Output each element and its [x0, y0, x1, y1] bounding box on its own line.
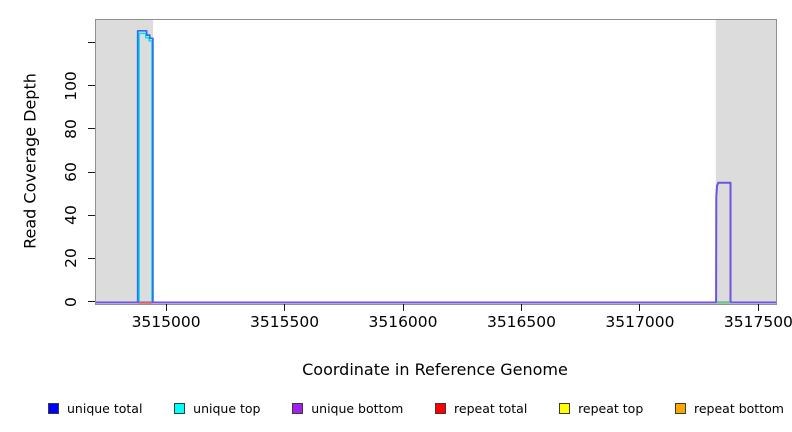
y-tick-label: 100 — [62, 71, 80, 101]
legend-item-repeat-top: repeat top — [559, 401, 643, 416]
y-axis-title: Read Coverage Depth — [20, 73, 40, 249]
x-tick-label: 3517500 — [723, 313, 792, 331]
legend-swatch-icon — [292, 402, 304, 414]
left-shaded-region — [96, 20, 154, 304]
y-tick-label: 40 — [62, 205, 80, 226]
coverage-plot-canvas — [96, 20, 776, 304]
y-tick-label: 20 — [62, 248, 80, 269]
legend-label: repeat top — [578, 400, 644, 416]
y-tick — [88, 171, 95, 173]
legend-label: repeat total — [454, 400, 528, 416]
right-shaded-region — [715, 20, 776, 304]
x-tick — [639, 304, 641, 311]
legend-item-unique-total: unique total — [48, 401, 142, 416]
y-tick-label: 80 — [62, 119, 80, 139]
y-tick-label: 60 — [62, 162, 80, 182]
y-tick — [88, 257, 95, 259]
x-tick — [165, 304, 167, 311]
legend-label: repeat bottom — [694, 400, 784, 416]
y-tick — [88, 301, 95, 302]
legend-item-repeat-total: repeat total — [435, 401, 527, 416]
legend-swatch-icon — [675, 402, 686, 414]
y-tick — [88, 128, 95, 130]
x-tick — [520, 304, 522, 311]
x-tick — [757, 304, 759, 311]
legend-swatch-icon — [559, 402, 571, 414]
series-unique-bottom — [96, 181, 776, 304]
legend-item-repeat-bottom: repeat bottom — [675, 401, 784, 416]
legend-item-unique-top: unique top — [174, 401, 260, 416]
legend-swatch-icon — [48, 402, 59, 414]
x-axis-title: Coordinate in Reference Genome — [302, 360, 568, 379]
x-tick — [284, 304, 286, 311]
series-unique-total — [96, 29, 776, 304]
legend-swatch-icon — [174, 402, 186, 414]
y-tick — [88, 42, 95, 44]
legend-label: unique total — [67, 400, 143, 416]
x-tick-label: 3516500 — [486, 313, 556, 331]
x-tick-label: 3516000 — [368, 313, 438, 331]
x-tick — [402, 304, 404, 311]
x-tick-label: 3515000 — [131, 313, 201, 331]
y-tick-label: 0 — [62, 296, 80, 307]
y-tick — [88, 85, 95, 87]
legend-item-unique-bottom: unique bottom — [292, 401, 403, 416]
plot-area — [95, 19, 777, 305]
legend-swatch-icon — [435, 402, 447, 414]
x-tick-label: 3517000 — [605, 313, 675, 331]
legend-label: unique top — [193, 400, 261, 416]
y-tick — [88, 214, 95, 216]
x-tick-label: 3515500 — [250, 313, 320, 331]
legend-label: unique bottom — [311, 400, 404, 416]
series-unique-top — [138, 32, 153, 303]
legend: unique total unique top unique bottom repea… — [48, 395, 784, 421]
